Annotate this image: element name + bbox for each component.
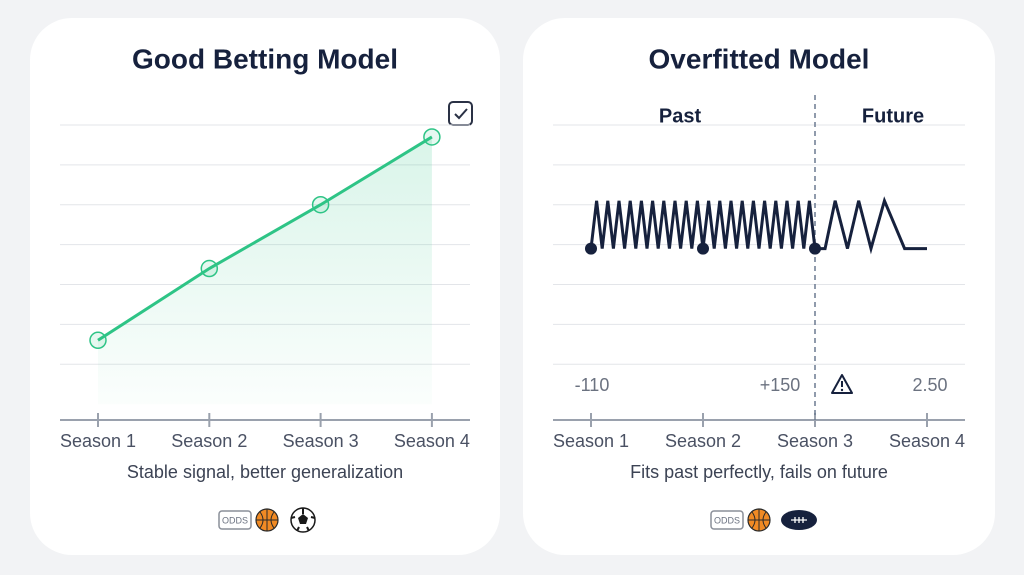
chart-title: Good Betting Model bbox=[132, 43, 398, 74]
line bbox=[97, 135, 433, 342]
x-tick-label: Season 3 bbox=[283, 431, 359, 451]
point bbox=[423, 128, 441, 146]
ticket-label: ODDS bbox=[714, 515, 740, 525]
ticket-icon bbox=[218, 510, 252, 530]
chart-title: Overfitted Model bbox=[649, 43, 870, 74]
point bbox=[809, 242, 821, 255]
point bbox=[200, 259, 219, 278]
annotation: Future bbox=[862, 105, 924, 127]
point bbox=[89, 331, 107, 350]
football-laces bbox=[791, 517, 807, 523]
warning-icon bbox=[831, 374, 853, 394]
area-fill bbox=[98, 136, 432, 405]
sport-icons: ODDS bbox=[218, 507, 316, 533]
soccer-patch bbox=[298, 514, 308, 524]
basketball-lines bbox=[256, 509, 278, 531]
point bbox=[585, 242, 597, 255]
caption: Stable signal, better generalization bbox=[127, 462, 403, 482]
caption: Fits past perfectly, fails on future bbox=[630, 462, 888, 482]
check-icon bbox=[448, 101, 473, 126]
annotation: -110 bbox=[575, 375, 610, 395]
point bbox=[311, 195, 330, 214]
sport-icons: ODDS bbox=[710, 508, 817, 532]
point bbox=[697, 242, 709, 255]
x-tick-label: Season 3 bbox=[777, 431, 853, 451]
annotation: Past bbox=[659, 105, 702, 127]
x-tick-label: Season 1 bbox=[553, 431, 629, 451]
x-tick-label: Season 4 bbox=[394, 431, 470, 451]
ticket-icon bbox=[710, 510, 744, 530]
annotation: 2.50 bbox=[912, 375, 947, 395]
x-tick-label: Season 1 bbox=[60, 431, 136, 451]
annotation: +150 bbox=[760, 375, 801, 395]
basketball-lines bbox=[748, 509, 770, 531]
ticket-label: ODDS bbox=[222, 515, 248, 525]
x-tick-label: Season 2 bbox=[171, 431, 247, 451]
x-tick-label: Season 2 bbox=[665, 431, 741, 451]
soccer-patch bbox=[290, 508, 316, 532]
x-tick-label: Season 4 bbox=[889, 431, 965, 451]
